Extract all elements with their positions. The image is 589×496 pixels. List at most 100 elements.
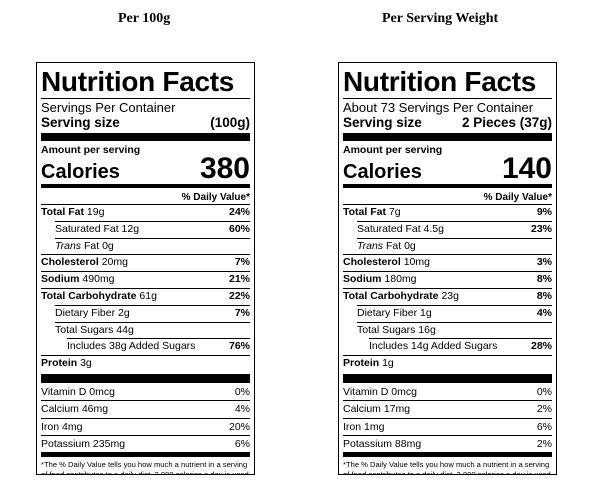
nutrient-amount: 1g (420, 306, 432, 319)
column-heading-per-serving-weight: Per Serving Weight (382, 11, 499, 26)
nutrient-row-saturated-fat: Saturated Fat 4.5g 23% (357, 220, 552, 238)
nutrient-name: Potassium 88mg (343, 437, 422, 450)
nutrient-amount: 2g (118, 306, 130, 319)
nutrient-row-cholesterol: Cholesterol 10mg 3% (343, 254, 552, 271)
medium-divider (343, 184, 552, 188)
nutrient-name: Total Carbohydrate (41, 289, 137, 302)
nutrient-name: Cholesterol (41, 256, 99, 269)
nutrient-amount: 20mg (101, 256, 128, 269)
nutrient-amount: Fat 0g (385, 239, 416, 252)
nutrient-name: Vitamin D 0mcg (41, 385, 115, 398)
nutrient-name: Includes 38g Added Sugars (67, 340, 196, 353)
nutrient-row-saturated-fat: Saturated Fat 12g 60% (55, 220, 250, 238)
nutrient-name: Total Sugars (357, 323, 416, 336)
nutrient-dv: 4% (536, 306, 552, 319)
footnote: *The % Daily Value tells you how much a … (41, 460, 249, 475)
daily-value-header: % Daily Value* (181, 192, 250, 203)
calories-value: 380 (199, 152, 250, 185)
nutrient-name: Iron 1mg (343, 420, 385, 433)
nutrient-dv: 7% (234, 256, 250, 269)
nutrient-name: Potassium 235mg (41, 437, 126, 450)
nutrient-dv: 6% (234, 437, 250, 450)
nutrient-row-iron: Iron 4mg 20% (41, 417, 250, 435)
nutrient-amount: 16g (418, 323, 436, 336)
nutrient-dv: 7% (234, 306, 250, 319)
nutrient-name: Calcium 46mg (41, 403, 109, 416)
nutrient-row-sodium: Sodium 490mg 21% (41, 271, 250, 288)
nutrient-row-dietary-fiber: Dietary Fiber 1g 4% (357, 304, 552, 322)
nutrient-dv: 24% (228, 206, 250, 218)
footnote: *The % Daily Value tells you how much a … (343, 460, 551, 475)
nutrient-dv: 21% (228, 273, 250, 286)
medium-divider (41, 452, 250, 458)
servings-per-container: About 73 Servings Per Container (343, 100, 534, 115)
amount-per-serving: Amount per serving (41, 144, 141, 156)
nutrient-amount: 10mg (403, 256, 430, 269)
nutrient-name: Calcium 17mg (343, 403, 411, 416)
nutrient-dv: 0% (536, 385, 552, 398)
nutrient-row-vitamin-d: Vitamin D 0mcg 0% (343, 384, 552, 400)
nutrient-row-iron: Iron 1mg 6% (343, 417, 552, 435)
medium-divider (41, 184, 250, 188)
serving-size-row: Serving size 2 Pieces (37g) (343, 115, 552, 131)
nutrient-row-cholesterol: Cholesterol 20mg 7% (41, 254, 250, 271)
nutrient-name: Total Fat (343, 206, 386, 218)
nutrient-amount: 61g (139, 289, 157, 302)
column-heading-per-100g: Per 100g (118, 11, 171, 26)
nutrient-dv: 0% (234, 385, 250, 398)
nutrient-row-added-sugars: Includes 38g Added Sugars 76% (67, 338, 250, 355)
serving-size-value: (100g) (210, 115, 250, 130)
thick-divider (41, 133, 250, 141)
nutrient-dv: 28% (530, 340, 552, 353)
nutrient-row-potassium: Potassium 88mg 2% (343, 434, 552, 452)
nutrient-name: Vitamin D 0mcg (343, 385, 417, 398)
nutrient-name: Dietary Fiber (55, 306, 116, 319)
nutrient-row-trans-fat: Trans Fat 0g (357, 237, 552, 255)
nutrient-row-total-sugars: Total Sugars 44g (55, 321, 250, 339)
nutrient-name: Iron 4mg (41, 420, 83, 433)
nutrient-dv: 4% (234, 403, 250, 416)
nutrient-name: Trans (55, 239, 82, 252)
serving-size-row: Serving size (100g) (41, 115, 250, 131)
thick-divider (343, 133, 552, 141)
nutrient-amount: Fat 0g (83, 239, 114, 252)
nutrient-row-protein: Protein 1g (343, 355, 552, 372)
nutrient-dv: 2% (536, 437, 552, 450)
nutrient-row-protein: Protein 3g (41, 355, 250, 372)
nutrient-amount: 3g (80, 357, 92, 370)
daily-value-header: % Daily Value* (483, 192, 552, 203)
serving-size-value: 2 Pieces (37g) (461, 115, 552, 130)
nutrient-dv: 3% (536, 256, 552, 269)
nutrient-dv: 20% (228, 420, 250, 433)
nutrition-label-per-100g: Nutrition Facts Servings Per Container S… (36, 62, 255, 475)
nutrient-name: Protein (343, 357, 380, 370)
nutrient-name: Trans (357, 239, 384, 252)
nutrient-row-total-carbohydrate: Total Carbohydrate 61g 22% (41, 287, 250, 305)
nutrient-name: Saturated Fat (55, 222, 119, 235)
nutrient-row-sodium: Sodium 180mg 8% (343, 271, 552, 288)
nutrient-row-total-carbohydrate: Total Carbohydrate 23g 8% (343, 287, 552, 305)
nutrient-amount: 1g (382, 357, 394, 370)
thick-divider (41, 373, 250, 383)
nutrient-amount: 490mg (82, 273, 115, 286)
calories-row: Calories 380 (41, 154, 250, 184)
nutrient-name: Includes 14g Added Sugars (369, 340, 498, 353)
nutrient-dv: 6% (536, 420, 552, 433)
nutrient-name: Sodium (343, 273, 382, 286)
nutrient-name: Total Sugars (55, 323, 114, 336)
nutrient-name: Cholesterol (343, 256, 401, 269)
label-title: Nutrition Facts (41, 66, 235, 97)
nutrient-amount: 4.5g (423, 222, 444, 235)
nutrient-dv: 60% (228, 222, 250, 235)
nutrient-row-calcium: Calcium 46mg 4% (41, 400, 250, 417)
divider (41, 98, 250, 99)
servings-per-container: Servings Per Container (41, 100, 176, 115)
nutrient-name: Total Carbohydrate (343, 289, 439, 302)
nutrient-dv: 2% (536, 403, 552, 416)
amount-per-serving: Amount per serving (343, 144, 443, 156)
calories-label: Calories (41, 161, 120, 183)
nutrient-amount: 7g (388, 206, 401, 218)
nutrient-name: Sodium (41, 273, 80, 286)
nutrient-row-total-fat: Total Fat 7g 9% (343, 204, 552, 221)
thick-divider (343, 373, 552, 383)
